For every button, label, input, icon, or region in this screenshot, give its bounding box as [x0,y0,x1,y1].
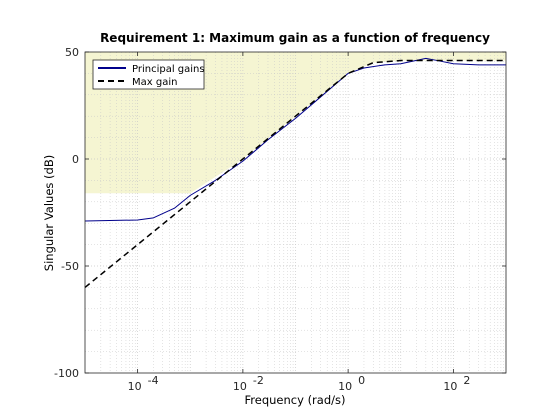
y-tick-label: 0 [72,153,79,166]
y-tick-label: 50 [65,46,79,59]
y-tick-label: -50 [61,260,79,273]
x-tick-label: 10 [338,380,352,393]
y-axis-label: Singular Values (dB) [42,155,56,271]
x-tick-label-exponent: 2 [463,374,470,387]
chart-title: Requirement 1: Maximum gain as a functio… [100,31,490,45]
x-tick-label-exponent: -4 [148,374,159,387]
x-tick-label: 10 [233,380,247,393]
plot-frame [84,51,507,374]
y-tick-labels: 50 0 -50 -100 [54,46,79,380]
legend-box [92,59,205,90]
x-tick-labels: 10 -4 10 -2 10 0 10 2 [128,374,471,393]
x-tick-label-exponent: -2 [253,374,264,387]
x-tick-label-exponent: 0 [358,374,365,387]
legend-label-max-gain: Max gain [132,77,177,88]
legend: Principal gains Max gain [92,59,205,90]
y-tick-label: -100 [54,367,79,380]
legend-label-principal-gains: Principal gains [132,64,205,75]
x-tick-label: 10 [128,380,142,393]
plot-area [84,51,507,374]
tick-mark-layer [85,51,506,374]
series-line-max-gain [84,59,506,288]
series-layer [84,57,506,288]
x-tick-label: 10 [443,380,457,393]
grid-layer [85,52,506,373]
x-axis-label: Frequency (rad/s) [245,393,346,407]
